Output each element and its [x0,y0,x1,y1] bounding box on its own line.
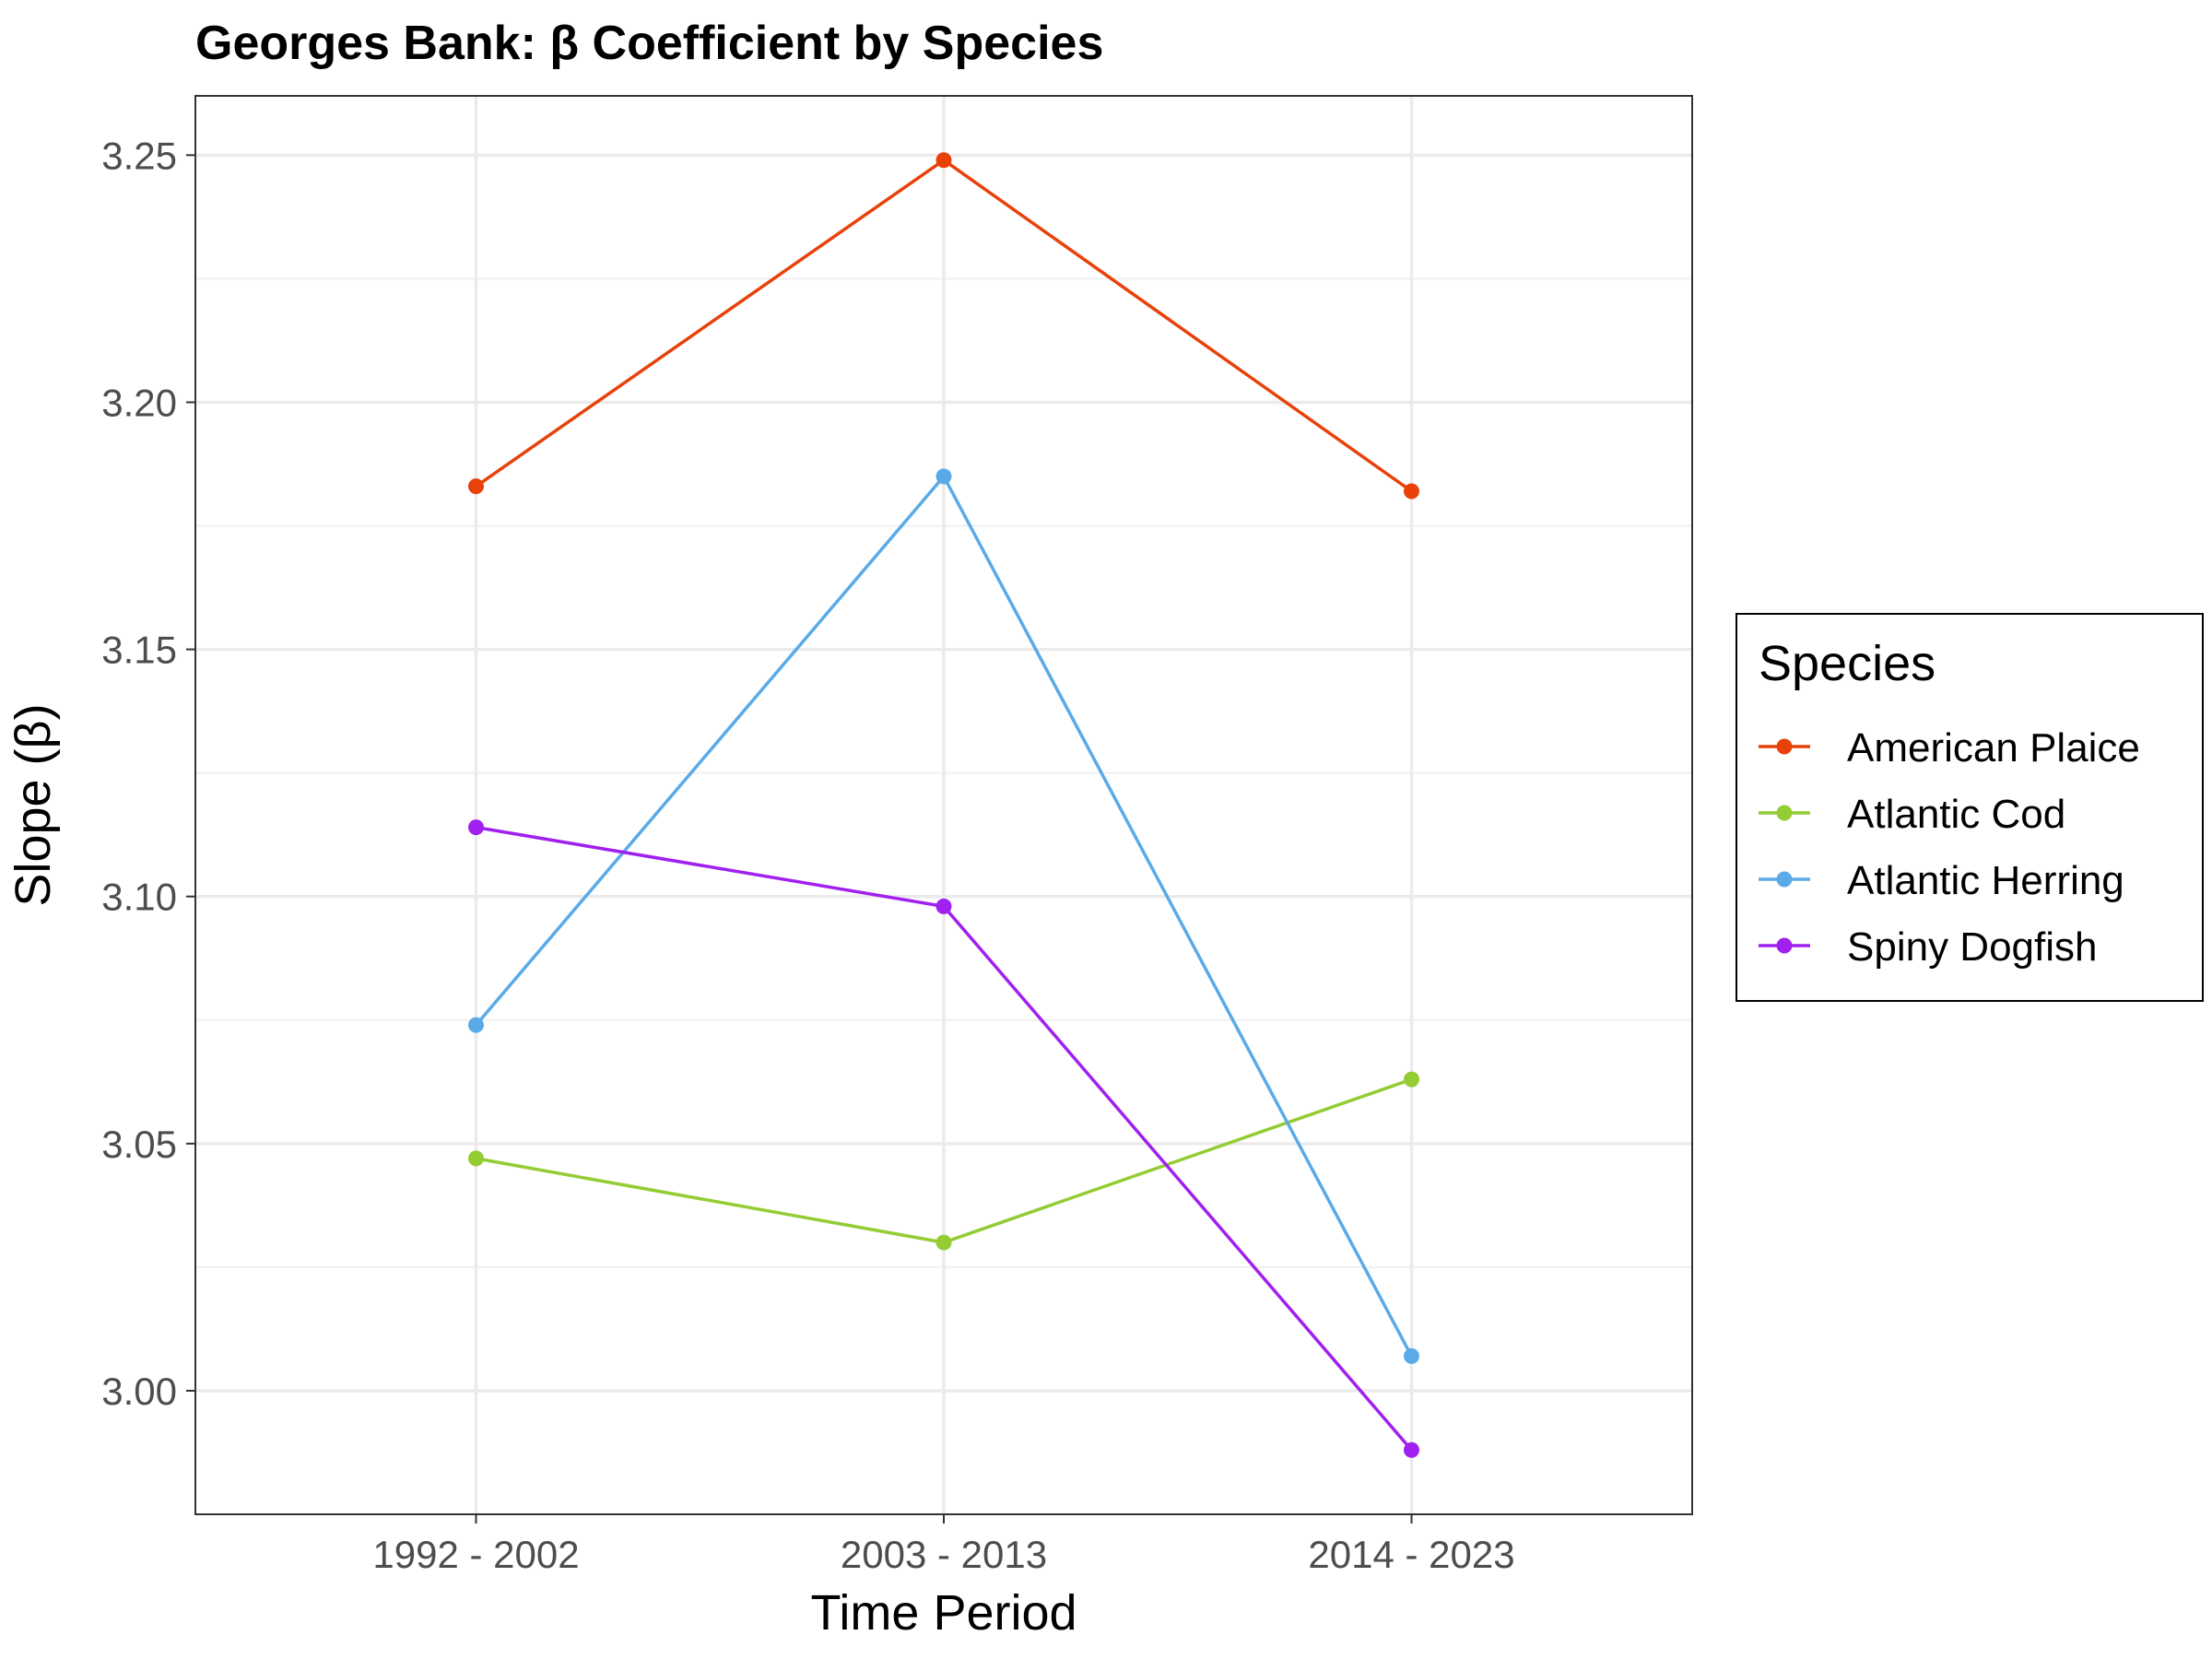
data-point-atlantic-cod [935,1234,952,1251]
legend-key-point [1776,805,1793,821]
series-spiny-dogfish [468,819,1419,1458]
legend-label: Atlantic Cod [1847,792,2065,837]
data-point-atlantic-herring [468,1017,484,1033]
data-point-atlantic-herring [935,468,952,485]
legend: Species American Plaice Atlantic Cod Atlan… [1735,613,2204,1002]
data-point-spiny-dogfish [468,819,484,836]
data-point-atlantic-herring [1404,1347,1419,1364]
chart-title: Georges Bank: β Coefficient by Species [195,17,1103,70]
series-layer [468,152,1419,1458]
data-point-american-plaice [935,152,952,169]
legend-label: Spiny Dogfish [1847,924,2097,970]
x-axis: 1992 - 2002 2003 - 2013 2014 - 2023 [372,1514,1515,1576]
series-atlantic-cod [468,1071,1419,1251]
legend-item-atlantic-cod: Atlantic Cod [1759,792,2065,837]
y-tick-label: 3.00 [101,1370,177,1413]
data-point-spiny-dogfish [935,898,952,914]
legend-items: American Plaice Atlantic Cod Atlantic Herr… [1759,725,2140,970]
data-point-atlantic-cod [468,1150,484,1167]
y-tick-label: 3.25 [101,134,177,177]
data-point-american-plaice [1404,483,1419,500]
x-tick-label: 1992 - 2002 [372,1533,579,1576]
series-atlantic-herring [468,468,1419,1364]
legend-item-atlantic-herring: Atlantic Herring [1759,858,2124,903]
grid [195,96,1692,1514]
legend-label: Atlantic Herring [1847,858,2124,903]
x-tick-label: 2014 - 2023 [1308,1533,1514,1576]
legend-item-spiny-dogfish: Spiny Dogfish [1759,924,2097,970]
data-point-american-plaice [468,478,484,495]
y-axis: 3.00 3.05 3.10 3.15 3.20 3.25 [101,134,195,1413]
y-tick-label: 3.15 [101,629,177,672]
y-tick-label: 3.10 [101,876,177,919]
series-american-plaice [468,152,1419,500]
legend-key-point [1776,738,1793,755]
y-axis-title: Slope (β) [6,703,61,906]
legend-key-point [1776,937,1793,954]
data-point-atlantic-cod [1404,1071,1419,1088]
legend-box [1735,613,2204,1002]
legend-label: American Plaice [1847,725,2140,771]
legend-item-american-plaice: American Plaice [1759,725,2140,771]
data-point-spiny-dogfish [1404,1441,1419,1458]
x-axis-title: Time Period [810,1585,1077,1641]
y-tick-label: 3.20 [101,381,177,424]
legend-title: Species [1759,636,1936,691]
y-tick-label: 3.05 [101,1123,177,1166]
legend-key-point [1776,871,1793,888]
x-tick-label: 2003 - 2013 [841,1533,1047,1576]
